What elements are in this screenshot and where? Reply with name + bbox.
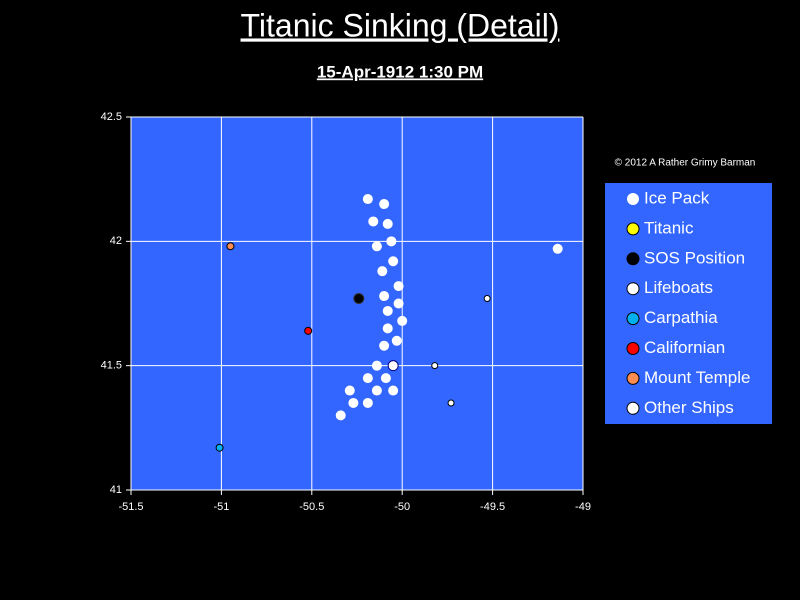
point bbox=[379, 340, 390, 351]
legend-label: Mount Temple bbox=[644, 368, 750, 387]
x-tick-label: -51 bbox=[213, 501, 229, 513]
legend-label: Titanic bbox=[644, 218, 694, 237]
legend-marker bbox=[627, 193, 639, 205]
point bbox=[382, 218, 393, 229]
legend-marker bbox=[626, 312, 640, 326]
point bbox=[388, 256, 399, 267]
point bbox=[387, 360, 399, 372]
point bbox=[380, 373, 391, 384]
legend-label: Ice Pack bbox=[644, 188, 710, 207]
y-tick-label: 42 bbox=[110, 235, 122, 247]
point bbox=[483, 295, 491, 303]
legend-marker bbox=[626, 342, 640, 355]
legend-marker bbox=[626, 252, 640, 266]
point bbox=[388, 385, 399, 396]
point bbox=[362, 397, 373, 408]
y-tick-label: 42.5 bbox=[101, 111, 122, 123]
point bbox=[391, 335, 402, 346]
chart-subtitle: 15-Apr-1912 1:30 PM bbox=[317, 62, 483, 81]
point bbox=[344, 385, 355, 396]
point bbox=[215, 443, 224, 452]
x-tick-label: -51.5 bbox=[118, 501, 143, 513]
point bbox=[386, 236, 397, 247]
point bbox=[379, 291, 390, 302]
point bbox=[304, 326, 313, 335]
legend-marker bbox=[626, 371, 640, 385]
point bbox=[362, 194, 373, 205]
point bbox=[371, 385, 382, 396]
legend-label: Carpathia bbox=[644, 308, 718, 327]
point bbox=[368, 216, 379, 227]
point bbox=[393, 298, 404, 309]
point bbox=[393, 281, 404, 292]
x-tick-label: -50 bbox=[394, 501, 410, 513]
point bbox=[431, 362, 439, 370]
annotation: © 2012 A Rather Grimy Barman bbox=[615, 158, 756, 169]
point bbox=[371, 241, 382, 252]
point bbox=[348, 397, 359, 408]
point bbox=[353, 293, 365, 305]
legend-label: Californian bbox=[644, 338, 725, 357]
y-tick-label: 41.5 bbox=[101, 360, 122, 372]
legend-label: Lifeboats bbox=[644, 278, 713, 297]
point bbox=[226, 242, 235, 251]
point bbox=[379, 199, 390, 210]
legend-marker bbox=[626, 401, 640, 415]
x-tick-label: -49 bbox=[575, 501, 591, 513]
chart-title: Titanic Sinking (Detail) bbox=[241, 7, 560, 43]
point bbox=[371, 360, 382, 371]
point bbox=[552, 243, 563, 254]
y-tick-label: 41 bbox=[110, 484, 122, 496]
point bbox=[377, 266, 388, 277]
legend-marker bbox=[626, 282, 640, 296]
legend-marker bbox=[626, 222, 640, 236]
legend-label: Other Ships bbox=[644, 398, 734, 417]
legend-label: SOS Position bbox=[644, 248, 745, 267]
point bbox=[335, 410, 346, 421]
point bbox=[397, 315, 408, 326]
point bbox=[382, 305, 393, 316]
point bbox=[362, 373, 373, 384]
x-tick-label: -49.5 bbox=[480, 501, 505, 513]
point bbox=[382, 323, 393, 334]
point bbox=[447, 399, 455, 407]
x-tick-label: -50.5 bbox=[299, 501, 324, 513]
